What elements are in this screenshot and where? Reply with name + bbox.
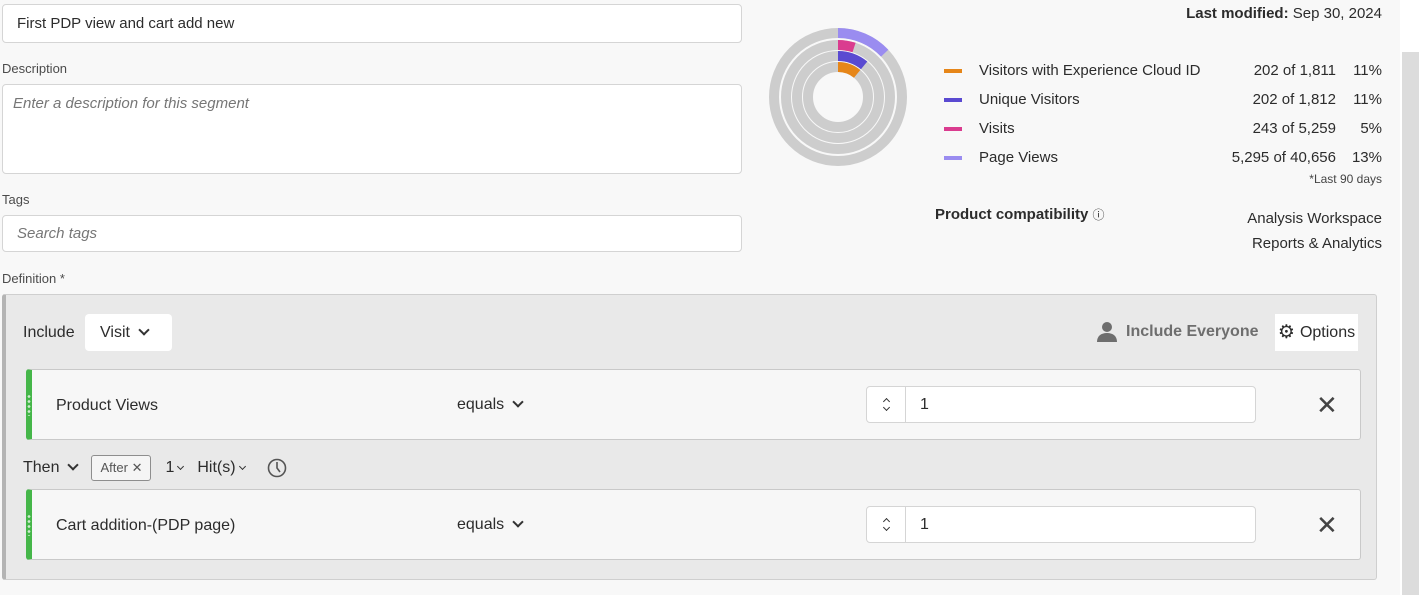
- legend-item: Page Views 5,295 of 40,656 13%: [944, 143, 1382, 172]
- include-label: Include: [23, 324, 75, 341]
- remove-icon[interactable]: ✕: [1316, 510, 1338, 540]
- ring-segment: [837, 62, 861, 78]
- description-label: Description: [2, 61, 68, 76]
- rule-dimension[interactable]: Cart addition-(PDP page): [56, 517, 236, 534]
- close-icon: ✕: [131, 460, 143, 475]
- last-modified: Last modified: Sep 30, 2024: [1186, 5, 1382, 22]
- drag-handle[interactable]: [27, 514, 31, 536]
- clock-icon[interactable]: [267, 458, 287, 478]
- sequence-bar: Then After ✕ 1 Hit(s): [23, 455, 287, 481]
- chevron-down-icon: [138, 323, 150, 336]
- tags-label: Tags: [2, 192, 30, 207]
- product-item: Analysis Workspace: [1247, 210, 1382, 227]
- legend-item: Visitors with Experience Cloud ID 202 of …: [944, 56, 1382, 85]
- include-everyone-button[interactable]: Include Everyone: [1094, 321, 1259, 343]
- after-tag[interactable]: After ✕: [91, 455, 152, 481]
- value-input[interactable]: 1: [866, 386, 1256, 423]
- info-icon[interactable]: ⓘ: [1092, 208, 1105, 222]
- tags-placeholder: Search tags: [17, 225, 98, 242]
- ring-segment: [837, 28, 889, 57]
- scope-dropdown[interactable]: Visit: [85, 314, 172, 351]
- description-placeholder: Enter a description for this segment: [13, 95, 249, 112]
- legend-swatch: [944, 126, 962, 131]
- scrollbar-thumb[interactable]: [1402, 52, 1419, 595]
- legend-swatch: [944, 97, 962, 102]
- tags-input[interactable]: Search tags: [2, 215, 742, 252]
- users-icon: [1097, 322, 1117, 342]
- legend-item: Visits 243 of 5,259 5%: [944, 114, 1382, 143]
- metrics-legend: Visitors with Experience Cloud ID 202 of …: [944, 56, 1382, 172]
- scrollbar-track[interactable]: [1400, 0, 1419, 595]
- ring-segment: [837, 40, 856, 53]
- value-input[interactable]: 1: [866, 506, 1256, 543]
- drag-handle[interactable]: [27, 394, 31, 416]
- product-item: Reports & Analytics: [1251, 235, 1382, 252]
- operator-dropdown[interactable]: equals: [457, 516, 524, 534]
- rule-dimension[interactable]: Product Views: [56, 397, 158, 414]
- ring-track: [803, 62, 873, 132]
- legend-swatch: [944, 155, 962, 160]
- gear-icon: ⚙: [1277, 322, 1295, 343]
- rule-row: Product Views equals 1 ✕: [26, 369, 1361, 440]
- definition-label: Definition *: [2, 271, 65, 286]
- ring-segment: [837, 51, 868, 70]
- then-dropdown[interactable]: Then: [23, 459, 80, 477]
- count-dropdown[interactable]: 1: [165, 459, 185, 477]
- operator-dropdown[interactable]: equals: [457, 396, 524, 414]
- legend-swatch: [944, 68, 962, 73]
- unit-dropdown[interactable]: Hit(s): [197, 459, 246, 477]
- remove-icon[interactable]: ✕: [1316, 390, 1338, 420]
- segment-title-input[interactable]: First PDP view and cart add new: [2, 4, 742, 43]
- compatibility-label: Product compatibility ⓘ: [935, 206, 1105, 223]
- footnote: *Last 90 days: [1309, 172, 1382, 186]
- title-value: First PDP view and cart add new: [17, 15, 235, 32]
- rule-row: Cart addition-(PDP page) equals 1 ✕: [26, 489, 1361, 560]
- description-textarea[interactable]: Enter a description for this segment: [2, 84, 742, 174]
- stepper[interactable]: [867, 387, 906, 422]
- legend-item: Unique Visitors 202 of 1,812 11%: [944, 85, 1382, 114]
- options-button[interactable]: ⚙ Options: [1275, 314, 1358, 351]
- stepper[interactable]: [867, 507, 906, 542]
- compatibility-list: Analysis Workspace Reports & Analytics: [1247, 206, 1382, 256]
- definition-container: Include Visit Include Everyone ⚙ Options …: [2, 294, 1377, 580]
- summary-donut: [769, 28, 907, 166]
